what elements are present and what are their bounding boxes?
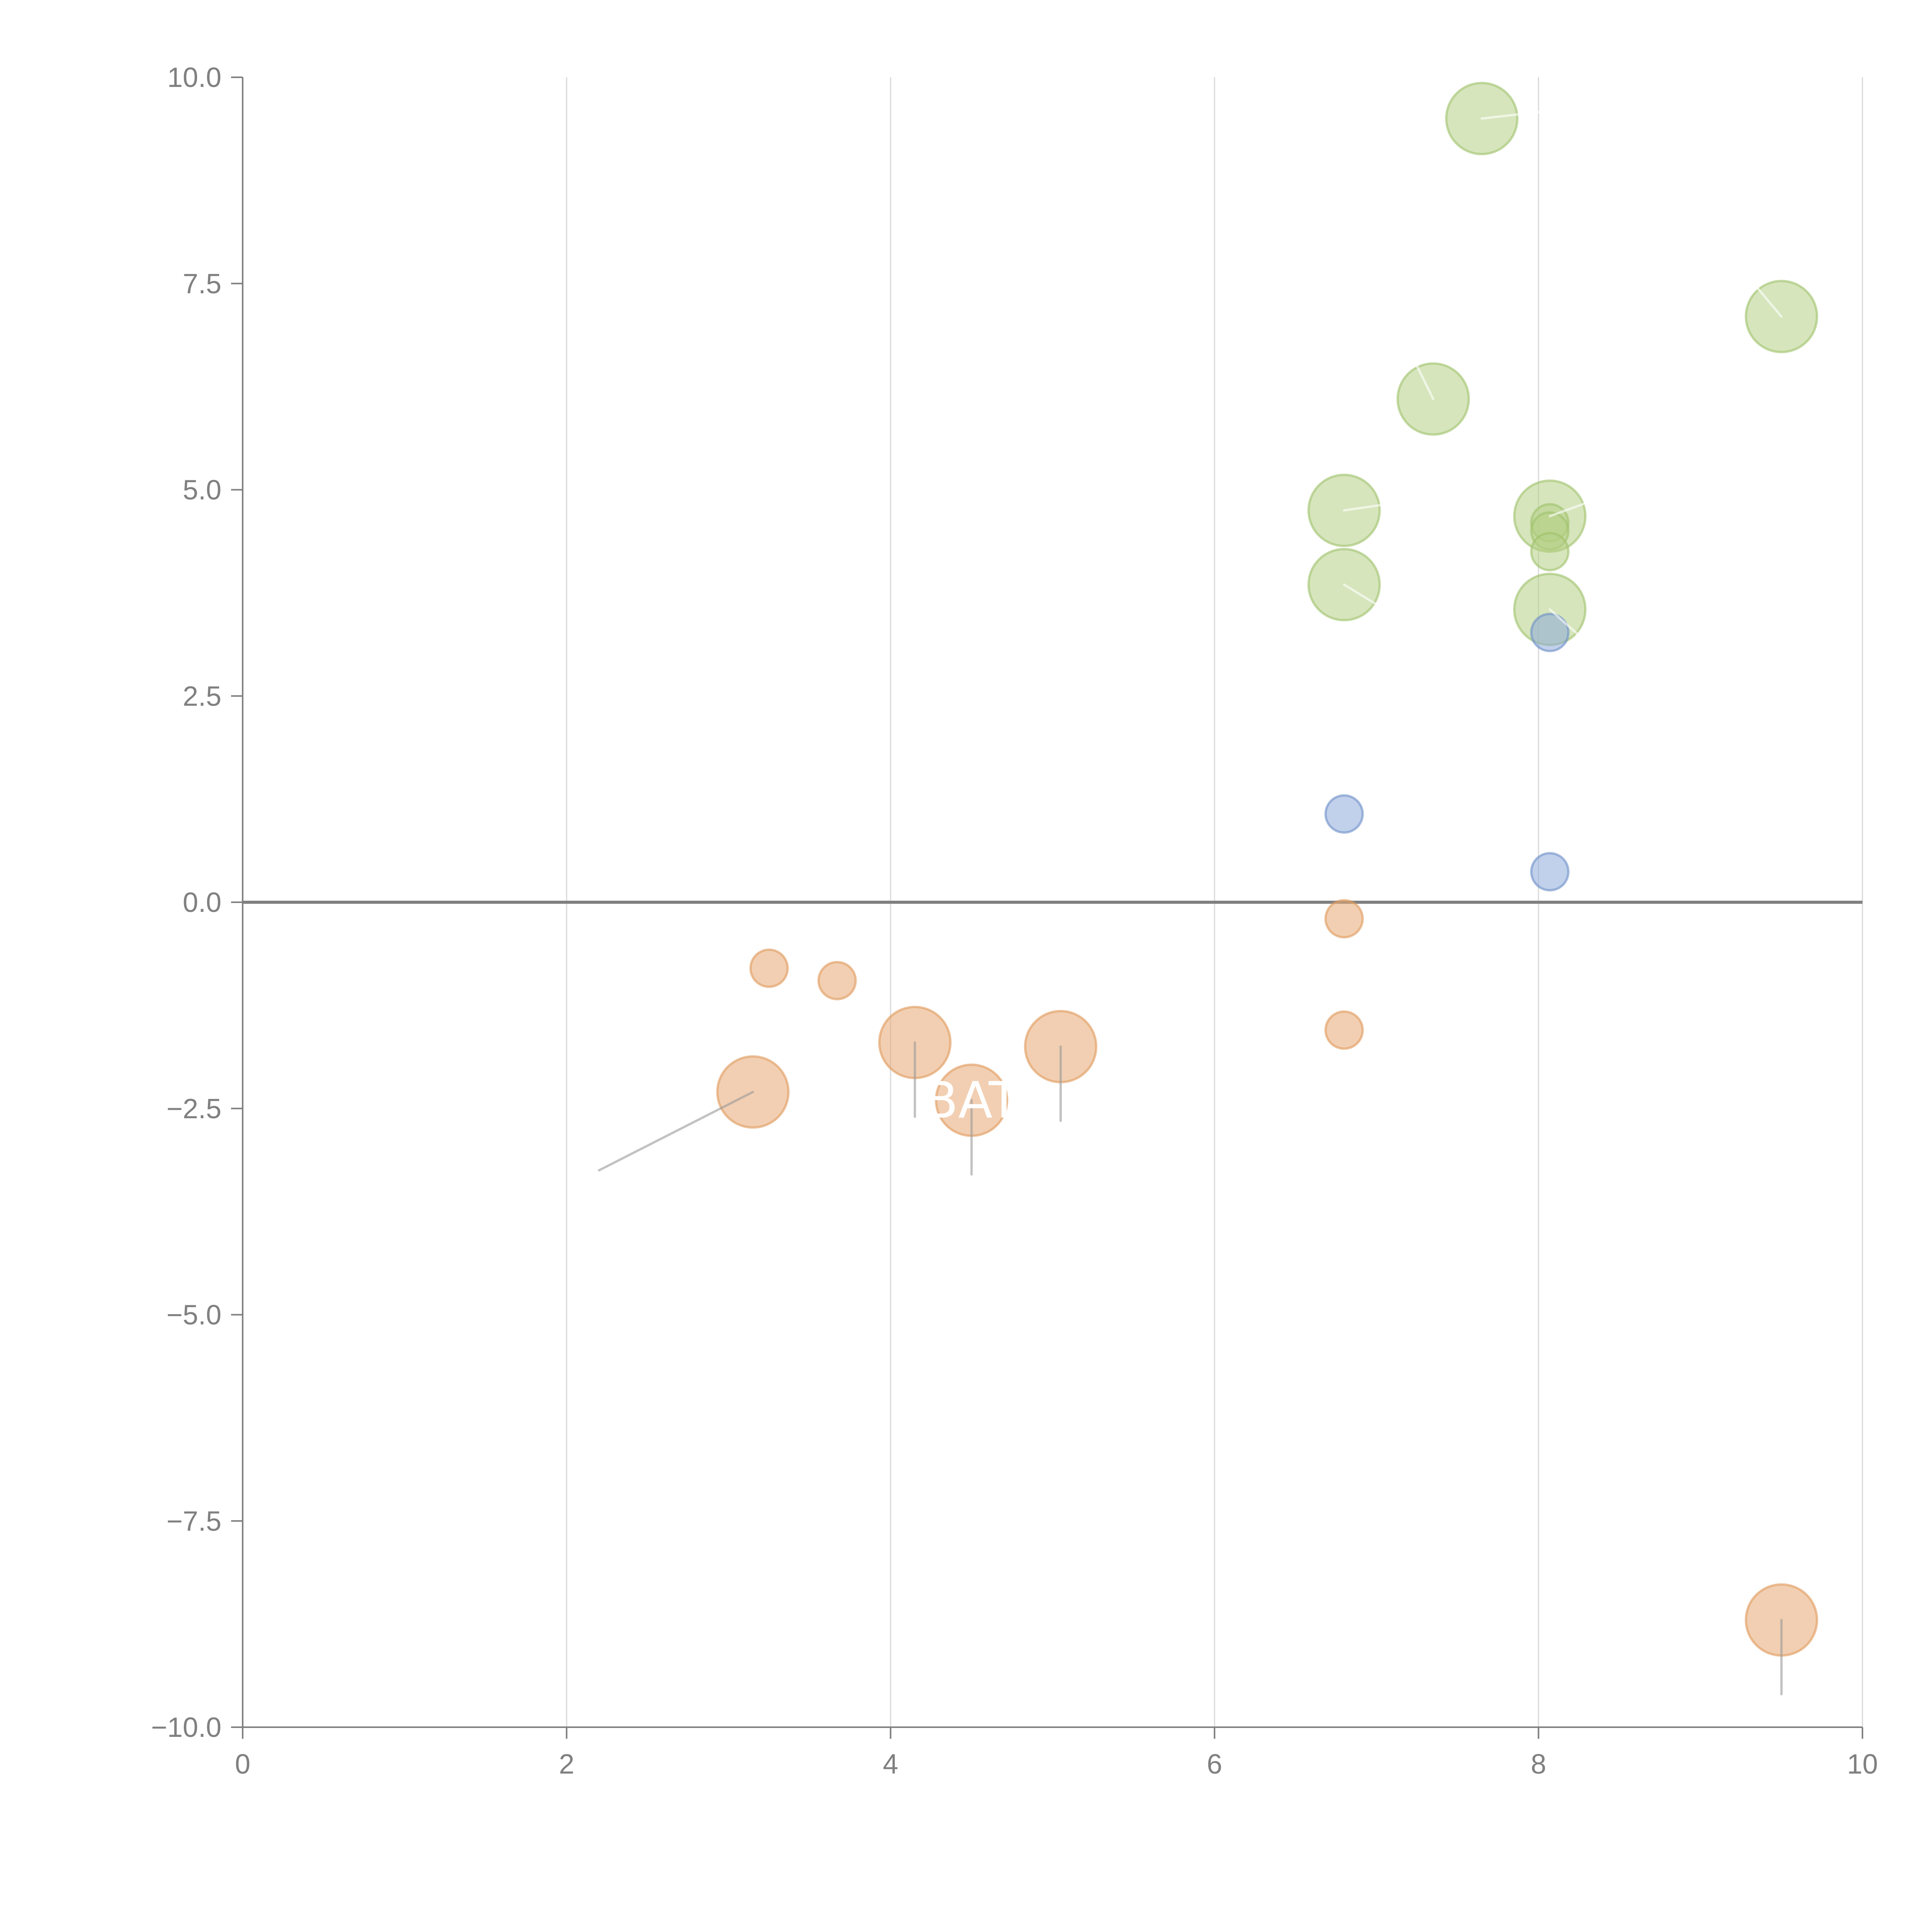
- leader-line: [1756, 286, 1783, 318]
- y-tick-label: 2.5: [183, 681, 221, 712]
- y-tick-label: 10.0: [167, 62, 221, 93]
- y-tick-label: −10.0: [151, 1712, 221, 1743]
- leader-line: [1548, 608, 1583, 639]
- axes: −10.0 −7.5 −5.0 −2.5 0.0 2.5 5.0 7.5 10.0 0 2 4 6 8 10: [151, 62, 1878, 1780]
- data-point-blue: [1530, 852, 1570, 892]
- data-point-orange: [1324, 899, 1364, 939]
- leader-line: [1343, 583, 1386, 611]
- point-label: BAT: [924, 1071, 1020, 1129]
- data-point-orange: [749, 948, 789, 988]
- leader-line: [1480, 109, 1556, 120]
- leader-line: [1343, 501, 1402, 512]
- leader-line: [598, 1091, 754, 1172]
- data-point-green: [1530, 532, 1570, 571]
- leader-line: [1548, 494, 1608, 517]
- leader-line: [1416, 365, 1435, 400]
- x-tick-label: 10: [1847, 1749, 1878, 1780]
- y-tick-label: −7.5: [167, 1506, 221, 1537]
- x-tick-label: 2: [559, 1749, 574, 1780]
- x-tick-label: 6: [1207, 1749, 1222, 1780]
- y-tick-label: 7.5: [183, 269, 221, 299]
- data-point-blue: [1530, 612, 1570, 652]
- data-point-blue: [1324, 794, 1364, 834]
- x-tick-label: 0: [235, 1749, 250, 1780]
- y-tick-label: 5.0: [183, 475, 221, 506]
- point-labels: BAT: [598, 109, 1783, 1696]
- x-tick-label: 4: [883, 1749, 898, 1780]
- y-tick-label: −2.5: [167, 1094, 221, 1124]
- data-point-orange: [1324, 1010, 1364, 1050]
- x-tick-label: 8: [1531, 1749, 1546, 1780]
- y-tick-label: −5.0: [167, 1300, 221, 1331]
- y-tick-label: 0.0: [183, 887, 221, 918]
- data-points: [716, 82, 1818, 1657]
- data-point-orange: [817, 961, 857, 1000]
